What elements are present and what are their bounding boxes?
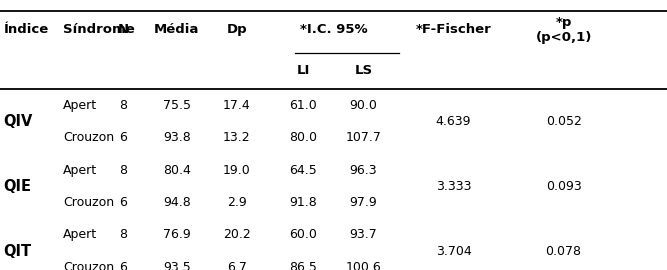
Text: 8: 8 xyxy=(119,164,127,177)
Text: 93.7: 93.7 xyxy=(350,228,378,241)
Text: 80.4: 80.4 xyxy=(163,164,191,177)
Text: 86.5: 86.5 xyxy=(289,261,317,270)
Text: QIE: QIE xyxy=(3,179,31,194)
Text: 3.704: 3.704 xyxy=(436,245,472,258)
Text: 91.8: 91.8 xyxy=(289,196,317,209)
Text: 0.078: 0.078 xyxy=(546,245,582,258)
Text: 61.0: 61.0 xyxy=(289,99,317,112)
Text: 8: 8 xyxy=(119,99,127,112)
Text: Síndrome: Síndrome xyxy=(63,23,135,36)
Text: 90.0: 90.0 xyxy=(350,99,378,112)
Text: Apert: Apert xyxy=(63,164,97,177)
Text: 6.7: 6.7 xyxy=(227,261,247,270)
Text: LS: LS xyxy=(354,64,373,77)
Text: 3.333: 3.333 xyxy=(436,180,472,193)
Text: 6: 6 xyxy=(119,261,127,270)
Text: *p
(p<0,1): *p (p<0,1) xyxy=(536,16,592,44)
Text: N: N xyxy=(118,23,129,36)
Text: Apert: Apert xyxy=(63,228,97,241)
Text: 94.8: 94.8 xyxy=(163,196,191,209)
Text: *I.C. 95%: *I.C. 95% xyxy=(299,23,368,36)
Text: Dp: Dp xyxy=(227,23,247,36)
Text: Média: Média xyxy=(154,23,199,36)
Text: 6: 6 xyxy=(119,196,127,209)
Text: Crouzon: Crouzon xyxy=(63,196,115,209)
Text: 13.2: 13.2 xyxy=(223,131,251,144)
Text: 76.9: 76.9 xyxy=(163,228,191,241)
Text: 75.5: 75.5 xyxy=(163,99,191,112)
Text: 93.5: 93.5 xyxy=(163,261,191,270)
Text: 20.2: 20.2 xyxy=(223,228,251,241)
Text: 6: 6 xyxy=(119,131,127,144)
Text: 107.7: 107.7 xyxy=(346,131,382,144)
Text: 100.6: 100.6 xyxy=(346,261,382,270)
Text: LI: LI xyxy=(297,64,310,77)
Text: 8: 8 xyxy=(119,228,127,241)
Text: 19.0: 19.0 xyxy=(223,164,251,177)
Text: Crouzon: Crouzon xyxy=(63,261,115,270)
Text: Apert: Apert xyxy=(63,99,97,112)
Text: 64.5: 64.5 xyxy=(289,164,317,177)
Text: *F-Fischer: *F-Fischer xyxy=(416,23,492,36)
Text: 0.052: 0.052 xyxy=(546,115,582,128)
Text: QIT: QIT xyxy=(3,244,31,259)
Text: 60.0: 60.0 xyxy=(289,228,317,241)
Text: 4.639: 4.639 xyxy=(436,115,472,128)
Text: 0.093: 0.093 xyxy=(546,180,582,193)
Text: Índice: Índice xyxy=(3,23,49,36)
Text: 80.0: 80.0 xyxy=(289,131,317,144)
Text: 96.3: 96.3 xyxy=(350,164,378,177)
Text: Crouzon: Crouzon xyxy=(63,131,115,144)
Text: 17.4: 17.4 xyxy=(223,99,251,112)
Text: 2.9: 2.9 xyxy=(227,196,247,209)
Text: 93.8: 93.8 xyxy=(163,131,191,144)
Text: 97.9: 97.9 xyxy=(350,196,378,209)
Text: QIV: QIV xyxy=(3,114,33,129)
